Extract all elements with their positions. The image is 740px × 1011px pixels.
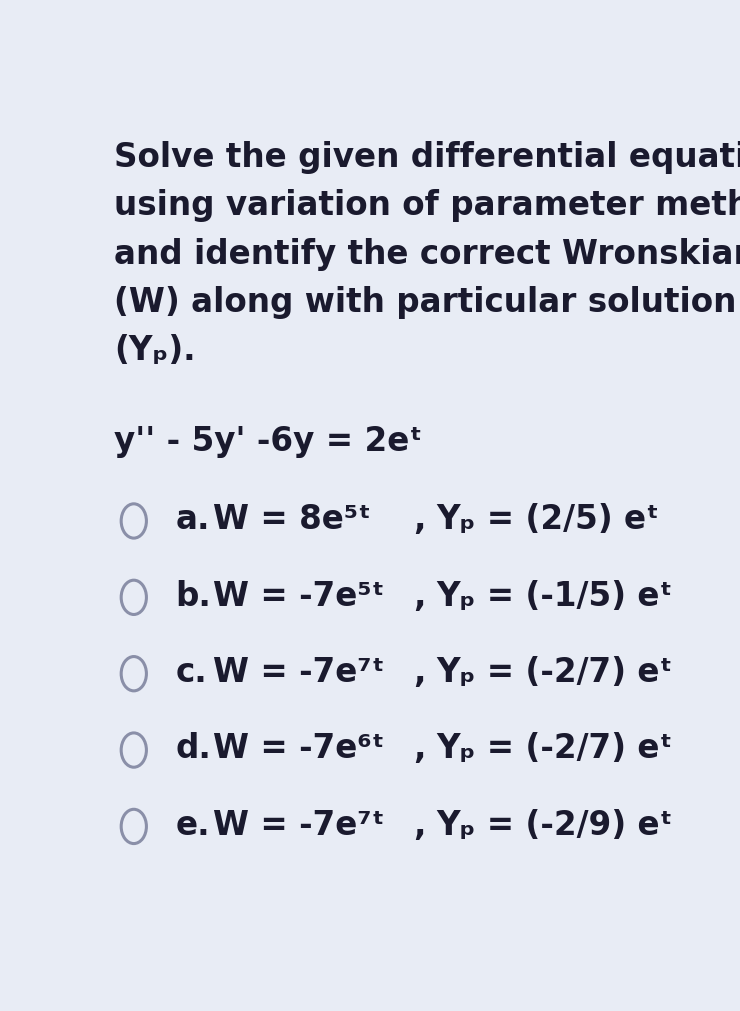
Text: ,: ,	[414, 502, 426, 536]
Text: d.: d.	[175, 732, 212, 764]
Text: a.: a.	[175, 502, 210, 536]
Text: Yₚ = (-2/9) eᵗ: Yₚ = (-2/9) eᵗ	[437, 808, 673, 841]
Text: Yₚ = (-2/7) eᵗ: Yₚ = (-2/7) eᵗ	[437, 655, 673, 688]
Text: y'' - 5y' -6y = 2eᵗ: y'' - 5y' -6y = 2eᵗ	[114, 425, 423, 458]
Text: W = 8e⁵ᵗ: W = 8e⁵ᵗ	[213, 502, 371, 536]
Text: b.: b.	[175, 579, 212, 612]
Text: W = -7e⁵ᵗ: W = -7e⁵ᵗ	[213, 579, 384, 612]
Text: ,: ,	[414, 655, 426, 688]
Text: (W) along with particular solution: (W) along with particular solution	[114, 285, 736, 318]
Text: Solve the given differential equation: Solve the given differential equation	[114, 141, 740, 174]
Text: e.: e.	[175, 808, 210, 841]
Text: ,: ,	[414, 808, 426, 841]
Text: W = -7e⁷ᵗ: W = -7e⁷ᵗ	[213, 655, 385, 688]
Text: Yₚ = (-1/5) eᵗ: Yₚ = (-1/5) eᵗ	[437, 579, 673, 612]
Text: ,: ,	[414, 579, 426, 612]
Text: c.: c.	[175, 655, 207, 688]
Text: Yₚ = (-2/7) eᵗ: Yₚ = (-2/7) eᵗ	[437, 732, 673, 764]
Text: Yₚ = (2/5) eᵗ: Yₚ = (2/5) eᵗ	[437, 502, 659, 536]
Text: (Yₚ).: (Yₚ).	[114, 334, 196, 367]
Text: using variation of parameter method: using variation of parameter method	[114, 189, 740, 222]
Text: W = -7e⁷ᵗ: W = -7e⁷ᵗ	[213, 808, 385, 841]
Text: and identify the correct Wronskian: and identify the correct Wronskian	[114, 238, 740, 270]
Text: ,: ,	[414, 732, 426, 764]
Text: W = -7e⁶ᵗ: W = -7e⁶ᵗ	[213, 732, 384, 764]
